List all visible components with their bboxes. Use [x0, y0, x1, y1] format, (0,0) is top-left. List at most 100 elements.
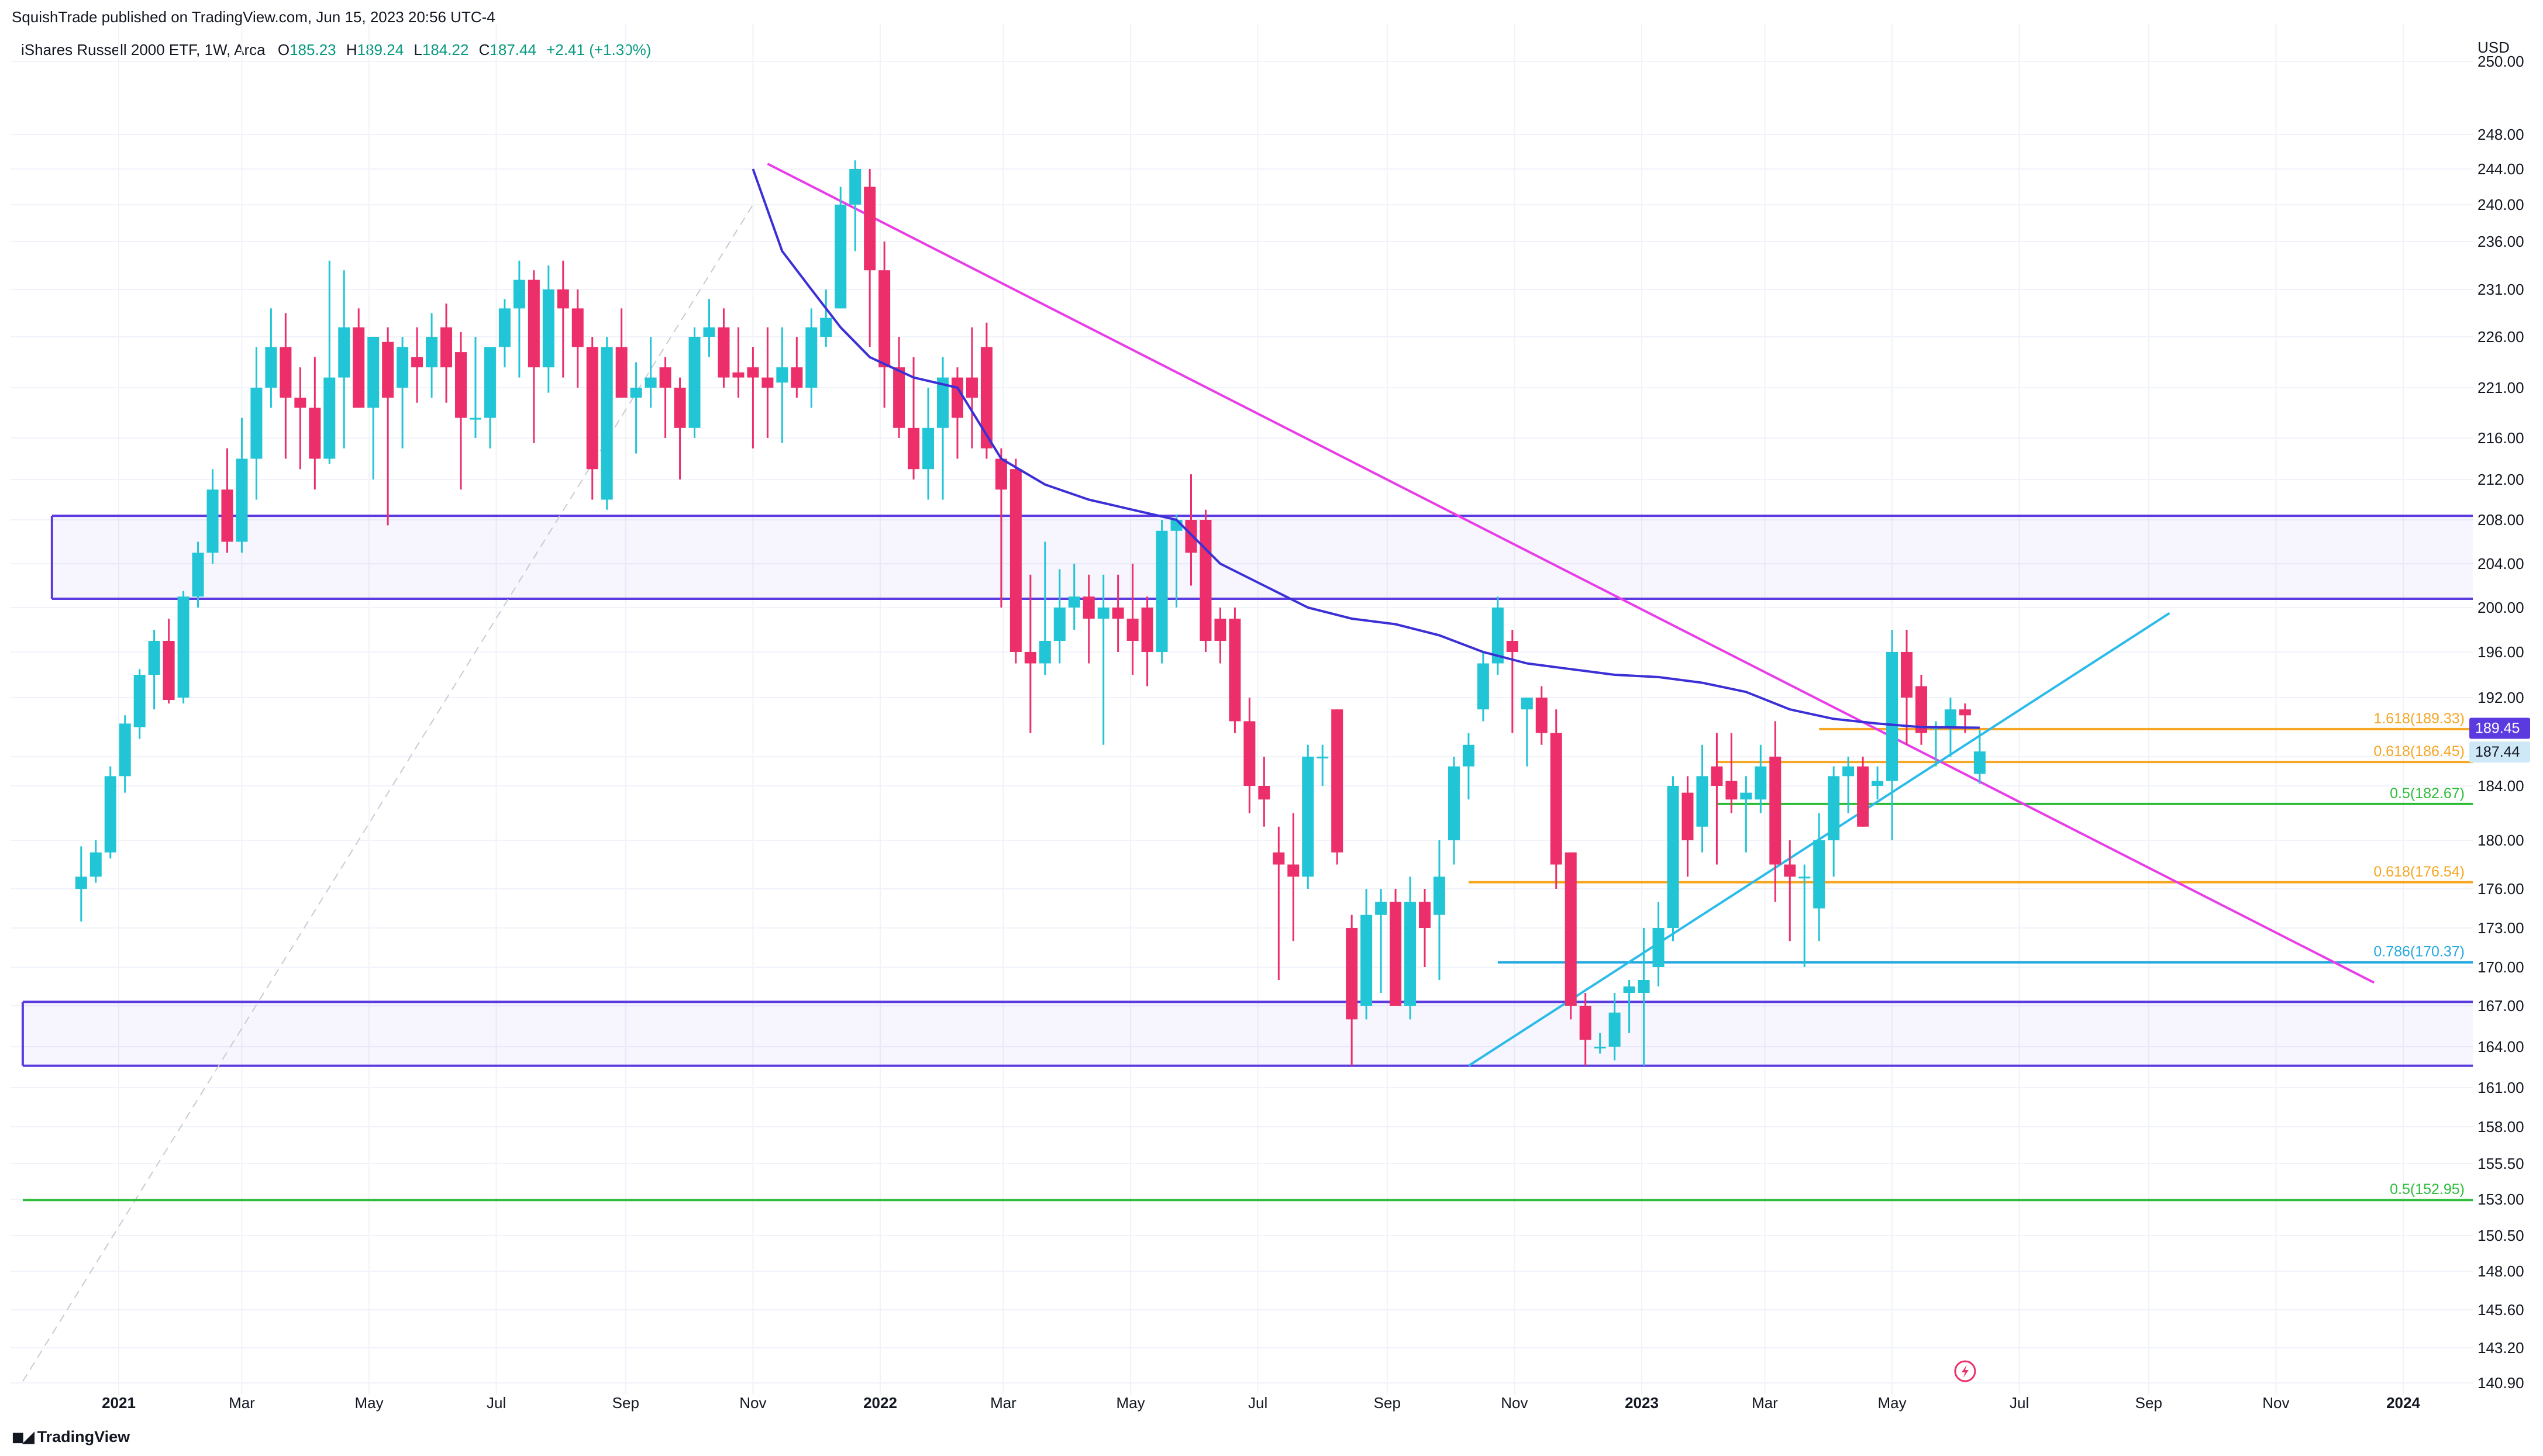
ema-layer — [752, 168, 1980, 729]
candle-down — [1857, 766, 1869, 827]
candle-up — [513, 280, 525, 309]
candle-up — [1302, 757, 1314, 877]
y-tick-label: 236.00 — [2477, 233, 2524, 250]
candle-up — [1491, 608, 1504, 664]
candle-up — [1404, 902, 1417, 1006]
candle-down — [908, 427, 920, 470]
candle-down — [615, 347, 628, 398]
candle-down — [411, 357, 423, 368]
candle-down — [571, 308, 584, 347]
candle-down — [791, 367, 803, 388]
candle-down — [586, 347, 598, 470]
candle-down — [1112, 608, 1124, 619]
candle-up — [338, 327, 350, 378]
candle-down — [1141, 608, 1153, 652]
candle-up — [630, 388, 642, 398]
candle-down — [1535, 698, 1548, 733]
candle-up — [849, 169, 862, 205]
candle-up — [688, 337, 701, 428]
y-tick-label: 153.00 — [2477, 1191, 2524, 1208]
y-tick-label: 155.50 — [2477, 1155, 2524, 1172]
candle-up — [177, 596, 189, 698]
candle-down — [294, 398, 306, 408]
candle-up — [937, 377, 949, 428]
publisher-line: SquishTrade published on TradingView.com… — [12, 8, 495, 26]
candle-down — [878, 270, 891, 368]
candle-up — [776, 367, 788, 383]
symbol-legend: iShares Russell 2000 ETF, 1W, Arca O185.… — [21, 41, 651, 59]
candle-up — [1755, 766, 1767, 800]
candle-up — [1375, 902, 1387, 915]
x-tick-label: Nov — [1501, 1394, 1528, 1412]
candle-down — [1287, 864, 1300, 877]
candle-up — [498, 308, 511, 347]
low-label: L — [414, 41, 422, 58]
x-tick-label: 2022 — [863, 1394, 897, 1412]
y-tick-label: 143.20 — [2477, 1339, 2524, 1357]
x-tick-label: May — [1116, 1394, 1145, 1412]
candle-up — [104, 776, 116, 853]
candle-up — [601, 347, 613, 500]
y-tick-label: 208.00 — [2477, 511, 2524, 529]
x-tick-label: Sep — [612, 1394, 639, 1412]
candle-up — [1813, 840, 1825, 909]
candle-up — [1667, 786, 1679, 928]
y-tick-label: 145.60 — [2477, 1301, 2524, 1319]
candle-up — [206, 489, 219, 553]
x-tick-label: Jul — [2010, 1394, 2029, 1412]
candle-down — [1185, 520, 1197, 553]
candle-up — [1842, 766, 1855, 777]
fib-label: 0.618(186.45) — [2373, 743, 2465, 760]
y-tick-label: 148.00 — [2477, 1262, 2524, 1280]
fib-label: 1.618(189.33) — [2373, 710, 2465, 727]
x-tick-label: 2024 — [2386, 1394, 2420, 1412]
candle-down — [1200, 520, 1212, 641]
fib-label: 0.786(170.37) — [2373, 944, 2465, 960]
candle-down — [980, 347, 993, 448]
candle-up — [323, 377, 336, 459]
candle-down — [1959, 709, 1971, 716]
candle-down — [1769, 757, 1782, 865]
candle-down — [353, 327, 365, 408]
y-tick-label: 204.00 — [2477, 555, 2524, 572]
candle-down — [747, 367, 759, 378]
candle-up — [1944, 709, 1956, 727]
tradingview-logo[interactable]: ◼◢ TradingView — [12, 1428, 130, 1446]
high-value: 189.24 — [357, 41, 404, 58]
ema-line — [752, 168, 1980, 729]
price-axis: 250.00 248.00 244.00 240.00 236.00 231.00 226.… — [2477, 39, 2524, 1392]
x-tick-label: Mar — [229, 1394, 255, 1412]
candle-up — [835, 205, 847, 309]
candle-up — [1053, 608, 1066, 641]
y-tick-label: 212.00 — [2477, 471, 2524, 488]
candle-down — [1550, 733, 1562, 865]
candle-up — [1638, 980, 1650, 993]
candle-up — [397, 347, 409, 388]
candle-down — [1273, 852, 1285, 865]
y-tick-label: 173.00 — [2477, 919, 2524, 937]
candle-down — [1331, 709, 1343, 853]
candle-up — [367, 337, 380, 408]
candle-down — [1419, 902, 1431, 928]
candle-up — [922, 427, 935, 470]
candle-down — [221, 489, 233, 542]
change-value: +2.41 (+1.30%) — [546, 41, 652, 58]
candle-down — [1083, 596, 1095, 619]
x-tick-label: Jul — [487, 1394, 506, 1412]
candle-up — [1156, 530, 1168, 652]
open-label: O — [277, 41, 290, 58]
x-tick-label: Mar — [990, 1394, 1016, 1412]
y-tick-label: 250.00 — [2477, 53, 2524, 70]
high-label: H — [346, 41, 357, 58]
x-tick-label: 2021 — [102, 1394, 136, 1412]
candle-down — [440, 327, 453, 368]
candle-up — [484, 347, 496, 418]
candle-down — [382, 341, 394, 398]
fib-label: 0.5(182.67) — [2390, 785, 2465, 802]
candle-down — [1126, 619, 1139, 641]
y-tick-label: 248.00 — [2477, 126, 2524, 143]
candle-up — [1317, 757, 1329, 758]
currency-label: USD — [2477, 39, 2510, 56]
y-tick-label: 170.00 — [2477, 958, 2524, 976]
